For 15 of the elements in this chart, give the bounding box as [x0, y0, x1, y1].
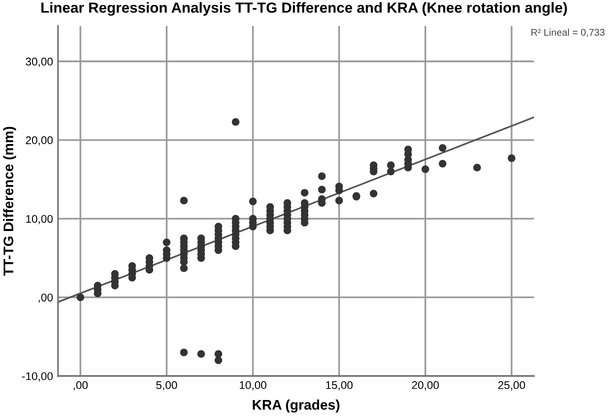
y-tick-label: 30,00 [26, 58, 53, 67]
y-tick-label: 10,00 [26, 214, 53, 224]
x-tick-label: 10,00 [240, 381, 266, 390]
x-tick-label: 25,00 [498, 381, 526, 390]
x-tick-label: 5,00 [156, 381, 178, 390]
x-tick-label: 20,00 [412, 381, 439, 390]
y-tick-label: -10,00 [22, 372, 53, 382]
y-tick-label: 20,00 [26, 136, 53, 146]
x-tick-label: 15,00 [326, 381, 353, 390]
chart-title: Linear Regression Analysis TT-TG Difference and KRA (Knee rotation angle) [41, 2, 567, 16]
x-tick-label: ,00 [74, 381, 88, 390]
annotation: R² Lineal = 0,733 [531, 28, 605, 37]
y-tick-label: ,00 [38, 294, 53, 303]
x-axis-title: KRA (grades) [252, 400, 340, 413]
y-axis-title: TT-TG Difference (mm) [3, 126, 16, 276]
